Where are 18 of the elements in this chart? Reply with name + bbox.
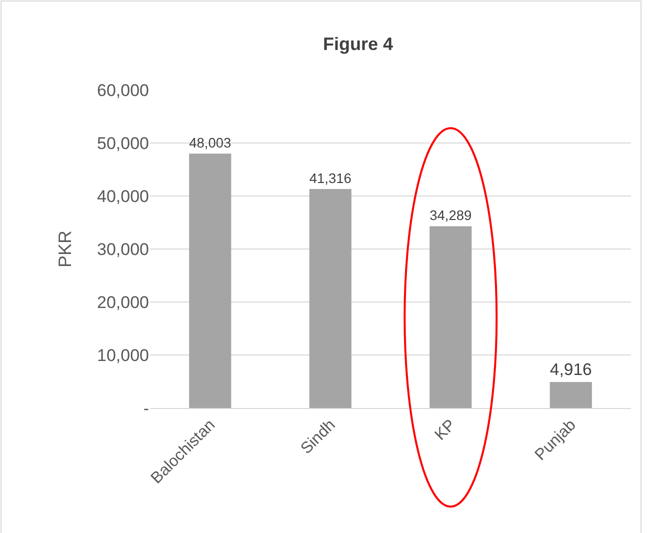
y-tick-label: 30,000 <box>97 240 149 259</box>
y-tick-label: 40,000 <box>97 186 149 206</box>
bar <box>309 189 352 408</box>
data-label: 34,289 <box>430 208 472 224</box>
chart-title: Figure 4 <box>323 34 394 54</box>
data-label: 41,316 <box>309 170 352 186</box>
y-tick-label: 10,000 <box>97 346 149 365</box>
data-label: 48,003 <box>189 135 232 150</box>
bar <box>550 382 592 408</box>
y-tick-label: - <box>143 398 149 418</box>
bar <box>189 154 232 408</box>
y-tick-label: 60,000 <box>97 80 149 100</box>
x-tick-label: KP <box>432 416 460 444</box>
y-tick-label: 20,000 <box>97 292 149 312</box>
y-axis-title: PKR <box>55 230 76 268</box>
data-label: 4,916 <box>550 360 592 379</box>
y-tick-label: 50,000 <box>97 134 149 153</box>
bar <box>430 226 472 408</box>
